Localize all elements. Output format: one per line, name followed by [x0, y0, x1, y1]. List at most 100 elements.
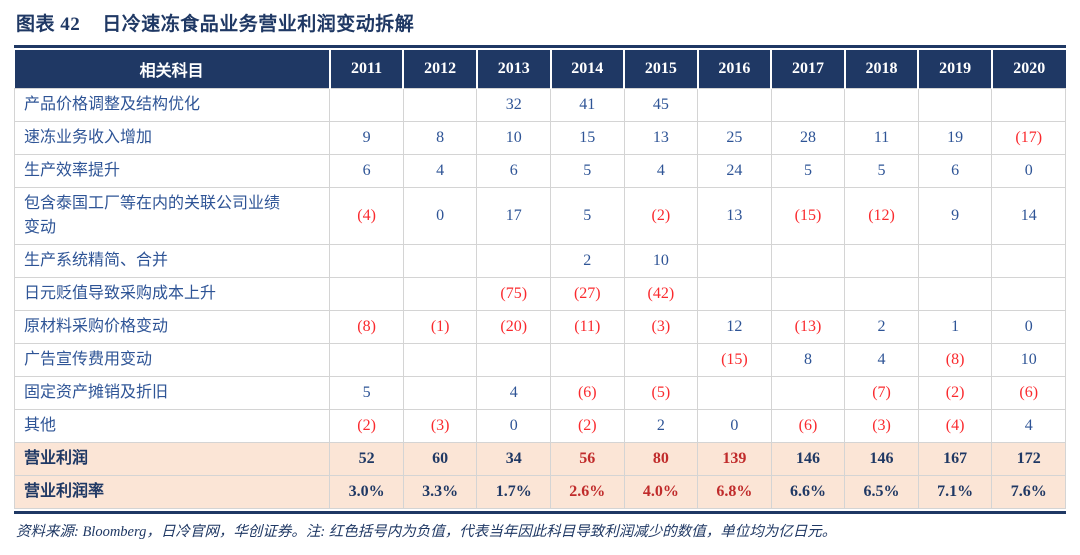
data-cell	[844, 277, 919, 311]
data-cell: 19	[917, 121, 993, 155]
row-label: 营业利润	[13, 442, 331, 476]
data-cell: 12	[697, 310, 772, 344]
data-cell: 60	[402, 442, 478, 476]
data-cell: 172	[991, 442, 1066, 476]
table-row: 固定资产摊销及折旧 5 4 (6) (5) (7) (2) (6)	[13, 376, 1066, 410]
column-header-year: 2011	[328, 50, 404, 89]
data-cell: (15)	[770, 187, 846, 245]
data-cell: 80	[623, 442, 699, 476]
table-row: 生产效率提升 6 4 6 5 4 24 5 5 6 0	[13, 154, 1066, 188]
data-cell	[329, 343, 404, 377]
data-cell: 0	[991, 154, 1066, 188]
data-cell: 3.0%	[329, 475, 404, 509]
data-cell	[402, 343, 478, 377]
row-label: 产品价格调整及结构优化	[13, 88, 331, 122]
data-cell: 13	[697, 187, 772, 245]
data-cell	[991, 88, 1066, 122]
data-cell	[770, 244, 846, 278]
data-cell: 17	[476, 187, 551, 245]
column-header-year: 2012	[402, 50, 477, 89]
row-label: 营业利润率	[13, 475, 331, 509]
data-cell: 7.1%	[917, 475, 993, 509]
data-cell	[329, 88, 404, 122]
data-cell: (27)	[550, 277, 625, 311]
data-cell: 14	[991, 187, 1066, 245]
row-label: 速冻业务收入增加	[13, 121, 331, 155]
data-cell: 146	[844, 442, 919, 476]
data-cell: (20)	[476, 310, 551, 344]
data-cell: 24	[697, 154, 772, 188]
data-cell: (15)	[697, 343, 772, 377]
table-body: 产品价格调整及结构优化 32 41 45 速冻业务收入增加 9 8 10 15 13 25 28 11 1…	[13, 88, 1066, 509]
column-header-year: 2015	[623, 50, 698, 89]
data-cell: (8)	[329, 310, 404, 344]
figure-title: 图表 42 日冷速冻食品业务营业利润变动拆解	[16, 12, 1066, 38]
data-cell	[844, 244, 919, 278]
column-header-subjects: 相关科目	[14, 50, 330, 89]
data-cell: 4	[623, 154, 699, 188]
data-cell	[550, 343, 625, 377]
row-label: 其他	[13, 409, 331, 443]
data-cell: 4	[476, 376, 551, 410]
data-cell: (7)	[844, 376, 919, 410]
data-cell: 6.8%	[697, 475, 772, 509]
data-cell: (2)	[550, 409, 625, 443]
data-table-container: 相关科目 2011 2012 2013 2014 2015 2016 2017 2018 2019…	[13, 45, 1066, 514]
data-cell: 4.0%	[623, 475, 699, 509]
data-cell	[770, 277, 846, 311]
data-cell: 11	[844, 121, 919, 155]
data-cell: 52	[329, 442, 404, 476]
column-header-year: 2014	[549, 50, 625, 89]
report-figure: 图表 42 日冷速冻食品业务营业利润变动拆解 相关科目 2011 2012 2013 20…	[13, 12, 1066, 540]
row-label: 生产效率提升	[13, 154, 331, 188]
data-cell	[402, 244, 478, 278]
summary-row: 营业利润率 3.0% 3.3% 1.7% 2.6% 4.0% 6.8% 6.6% 6.5% 7.1…	[13, 475, 1066, 509]
data-cell: (3)	[623, 310, 699, 344]
profit-decomposition-table: 相关科目 2011 2012 2013 2014 2015 2016 2017 2018 2019…	[13, 50, 1066, 509]
data-cell: 139	[697, 442, 772, 476]
data-cell: (3)	[844, 409, 919, 443]
data-cell: 56	[550, 442, 625, 476]
data-cell: 1	[917, 310, 993, 344]
data-cell: 0	[991, 310, 1066, 344]
row-label: 包含泰国工厂等在内的关联公司业绩 变动	[13, 187, 331, 245]
table-row: 生产系统精简、合并 2 10	[13, 244, 1066, 278]
column-header-year: 2020	[990, 50, 1066, 89]
data-cell: 6	[917, 154, 993, 188]
data-cell: 6.6%	[770, 475, 846, 509]
data-cell: 7.6%	[991, 475, 1066, 509]
data-cell: (6)	[550, 376, 625, 410]
data-cell: (12)	[844, 187, 919, 245]
data-cell: 28	[770, 121, 846, 155]
data-cell	[917, 277, 993, 311]
table-row: 速冻业务收入增加 9 8 10 15 13 25 28 11 19 (17)	[13, 121, 1066, 155]
table-row: 原材料采购价格变动 (8) (1) (20) (11) (3) 12 (13) 2 1 0	[13, 310, 1066, 344]
data-cell: 10	[476, 121, 551, 155]
data-cell	[917, 88, 993, 122]
column-header-year: 2018	[843, 50, 919, 89]
data-cell	[770, 88, 846, 122]
table-row: 包含泰国工厂等在内的关联公司业绩 变动 (4) 0 17 5 (2) 13 (15) (12) 9…	[13, 187, 1066, 245]
data-cell	[991, 244, 1066, 278]
data-cell: 8	[770, 343, 846, 377]
data-cell	[329, 244, 404, 278]
data-cell	[476, 343, 551, 377]
data-cell: 2.6%	[550, 475, 625, 509]
data-cell: 41	[550, 88, 625, 122]
data-cell: (8)	[917, 343, 993, 377]
data-cell: (1)	[402, 310, 478, 344]
data-cell: 13	[623, 121, 699, 155]
data-cell	[697, 244, 772, 278]
data-cell: (75)	[476, 277, 551, 311]
data-cell: (17)	[991, 121, 1066, 155]
data-cell: 6	[476, 154, 551, 188]
summary-row: 营业利润 52 60 34 56 80 139 146 146 167 172	[13, 442, 1066, 476]
table-row: 广告宣传费用变动 (15) 8 4 (8) 10	[13, 343, 1066, 377]
data-cell	[476, 244, 551, 278]
data-cell: (11)	[550, 310, 625, 344]
table-row: 日元贬值导致采购成本上升 (75) (27) (42)	[13, 277, 1066, 311]
data-cell	[623, 343, 699, 377]
source-note: 资料来源: Bloomberg，日冷官网，华创证券。注: 红色括号内为负值，代表…	[16, 524, 837, 540]
data-cell: 5	[550, 187, 625, 245]
data-cell: 9	[917, 187, 993, 245]
